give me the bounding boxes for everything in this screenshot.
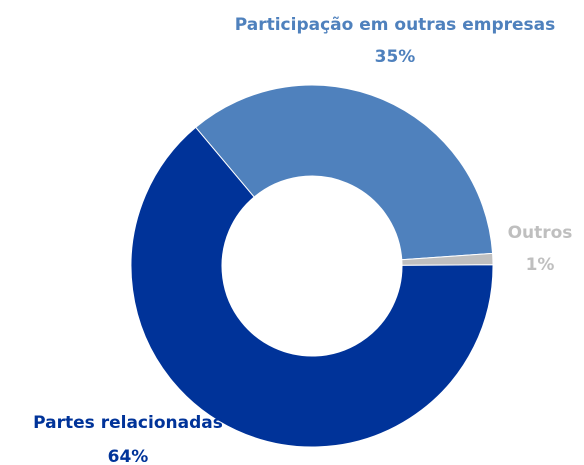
category-label: Partes relacionadas [33,413,223,433]
value-label: 64% [108,447,149,465]
donut-segment [130,126,494,448]
value-label: 1% [526,255,555,275]
category-label: Outros [508,223,573,243]
value-label: 35% [375,47,416,67]
category-label: Participação em outras empresas [235,15,556,35]
donut-segment [194,84,494,261]
